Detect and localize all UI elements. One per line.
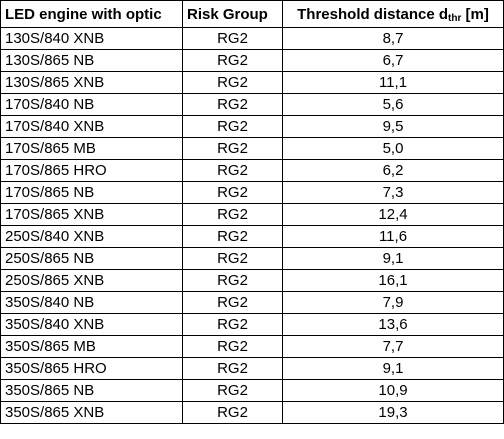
table-body: 130S/840 XNB RG2 8,7 130S/865 NB RG2 6,7 130S/… — [0, 27, 504, 424]
cell-threshold-distance: 9,1 — [282, 247, 504, 270]
table-row: 130S/865 NB RG2 6,7 — [0, 49, 504, 72]
cell-threshold-distance: 13,6 — [282, 313, 504, 336]
table-row: 130S/840 XNB RG2 8,7 — [0, 27, 504, 50]
table-row: 170S/865 NB RG2 7,3 — [0, 181, 504, 204]
cell-risk-group: RG2 — [182, 115, 283, 138]
cell-threshold-distance: 19,3 — [282, 401, 504, 424]
cell-threshold-distance: 11,1 — [282, 71, 504, 94]
cell-risk-group: RG2 — [182, 181, 283, 204]
table-row: 250S/840 XNB RG2 11,6 — [0, 225, 504, 248]
header-led-engine: LED engine with optic — [0, 0, 183, 28]
cell-threshold-distance: 6,7 — [282, 49, 504, 72]
table-row: 350S/840 XNB RG2 13,6 — [0, 313, 504, 336]
cell-threshold-distance: 11,6 — [282, 225, 504, 248]
table-header-row: LED engine with optic Risk Group Thresho… — [0, 0, 504, 28]
cell-led-engine: 350S/865 XNB — [0, 401, 183, 424]
table-row: 350S/865 MB RG2 7,7 — [0, 335, 504, 358]
header-risk-group: Risk Group — [182, 0, 283, 28]
table-row: 170S/840 NB RG2 5,6 — [0, 93, 504, 116]
cell-led-engine: 350S/865 NB — [0, 379, 183, 402]
cell-risk-group: RG2 — [182, 203, 283, 226]
cell-led-engine: 170S/840 XNB — [0, 115, 183, 138]
cell-led-engine: 170S/865 MB — [0, 137, 183, 160]
table-row: 350S/865 HRO RG2 9,1 — [0, 357, 504, 380]
cell-risk-group: RG2 — [182, 401, 283, 424]
header-threshold-distance: Threshold distance dthr [m] — [282, 0, 504, 28]
cell-threshold-distance: 16,1 — [282, 269, 504, 292]
cell-risk-group: RG2 — [182, 71, 283, 94]
cell-risk-group: RG2 — [182, 379, 283, 402]
table-row: 170S/840 XNB RG2 9,5 — [0, 115, 504, 138]
threshold-distance-table: LED engine with optic Risk Group Thresho… — [0, 0, 504, 424]
cell-risk-group: RG2 — [182, 269, 283, 292]
cell-led-engine: 130S/865 NB — [0, 49, 183, 72]
cell-led-engine: 250S/840 XNB — [0, 225, 183, 248]
cell-led-engine: 170S/840 NB — [0, 93, 183, 116]
cell-risk-group: RG2 — [182, 137, 283, 160]
cell-threshold-distance: 7,3 — [282, 181, 504, 204]
cell-threshold-distance: 7,7 — [282, 335, 504, 358]
table-row: 350S/840 NB RG2 7,9 — [0, 291, 504, 314]
cell-led-engine: 250S/865 XNB — [0, 269, 183, 292]
cell-threshold-distance: 9,5 — [282, 115, 504, 138]
cell-led-engine: 350S/865 HRO — [0, 357, 183, 380]
cell-threshold-distance: 5,6 — [282, 93, 504, 116]
cell-threshold-distance: 6,2 — [282, 159, 504, 182]
cell-led-engine: 350S/840 NB — [0, 291, 183, 314]
cell-risk-group: RG2 — [182, 247, 283, 270]
cell-risk-group: RG2 — [182, 291, 283, 314]
table-row: 250S/865 NB RG2 9,1 — [0, 247, 504, 270]
cell-led-engine: 130S/840 XNB — [0, 27, 183, 50]
cell-threshold-distance: 10,9 — [282, 379, 504, 402]
cell-risk-group: RG2 — [182, 49, 283, 72]
cell-risk-group: RG2 — [182, 313, 283, 336]
cell-risk-group: RG2 — [182, 335, 283, 358]
cell-led-engine: 130S/865 XNB — [0, 71, 183, 94]
cell-risk-group: RG2 — [182, 225, 283, 248]
cell-risk-group: RG2 — [182, 27, 283, 50]
cell-threshold-distance: 7,9 — [282, 291, 504, 314]
table-row: 170S/865 XNB RG2 12,4 — [0, 203, 504, 226]
table-row: 350S/865 NB RG2 10,9 — [0, 379, 504, 402]
cell-threshold-distance: 12,4 — [282, 203, 504, 226]
cell-led-engine: 170S/865 NB — [0, 181, 183, 204]
header-threshold-unit: [m] — [461, 5, 489, 23]
header-threshold-main: Threshold distance d — [297, 5, 448, 23]
cell-risk-group: RG2 — [182, 357, 283, 380]
cell-risk-group: RG2 — [182, 159, 283, 182]
table-row: 250S/865 XNB RG2 16,1 — [0, 269, 504, 292]
cell-led-engine: 250S/865 NB — [0, 247, 183, 270]
cell-led-engine: 170S/865 XNB — [0, 203, 183, 226]
cell-led-engine: 350S/840 XNB — [0, 313, 183, 336]
cell-risk-group: RG2 — [182, 93, 283, 116]
header-threshold-subscript: thr — [448, 12, 462, 24]
cell-threshold-distance: 9,1 — [282, 357, 504, 380]
cell-led-engine: 350S/865 MB — [0, 335, 183, 358]
cell-threshold-distance: 5,0 — [282, 137, 504, 160]
table-row: 350S/865 XNB RG2 19,3 — [0, 401, 504, 424]
table-row: 170S/865 MB RG2 5,0 — [0, 137, 504, 160]
table-row: 130S/865 XNB RG2 11,1 — [0, 71, 504, 94]
cell-led-engine: 170S/865 HRO — [0, 159, 183, 182]
table-row: 170S/865 HRO RG2 6,2 — [0, 159, 504, 182]
cell-threshold-distance: 8,7 — [282, 27, 504, 50]
